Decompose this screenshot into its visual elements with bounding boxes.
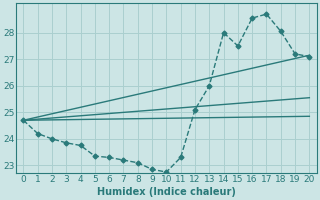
X-axis label: Humidex (Indice chaleur): Humidex (Indice chaleur) <box>97 187 236 197</box>
